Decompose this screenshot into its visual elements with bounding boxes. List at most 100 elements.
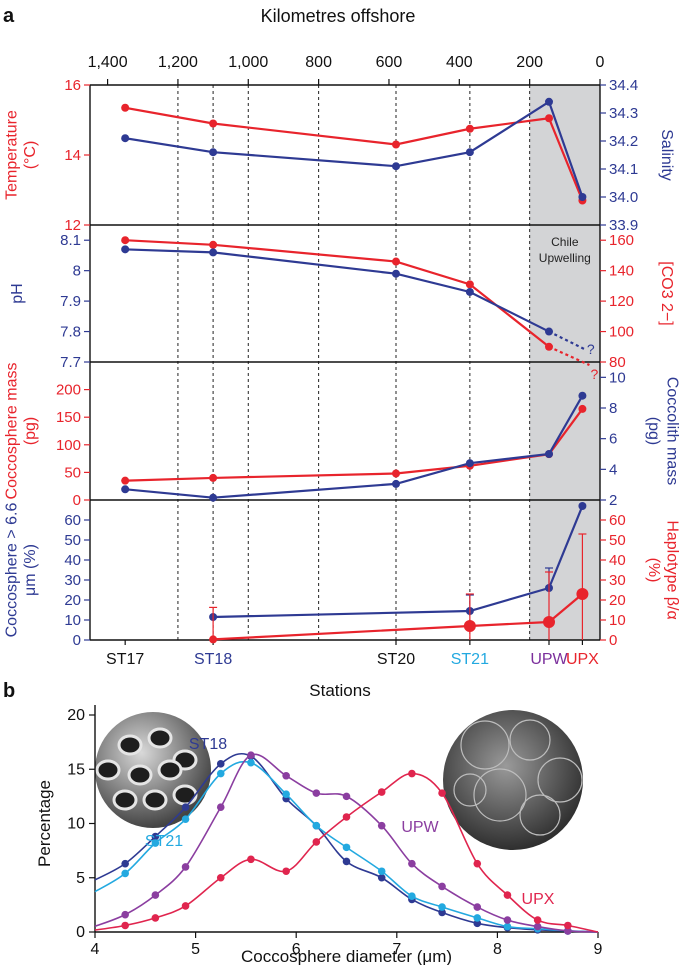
axis-title-line: Coccosphere mass: [3, 363, 20, 500]
data-point: [408, 892, 416, 900]
panel-a-label: a: [3, 5, 15, 27]
x-axis-title: Coccosphere diameter (μm): [241, 947, 452, 965]
coccosphere-sphere: [443, 710, 583, 850]
right-tick-label: 8: [609, 400, 617, 417]
station-label: ST17: [106, 651, 144, 668]
data-point: [545, 97, 553, 106]
coccolith-pore: [147, 727, 173, 749]
axis-title-line: (pg): [22, 417, 39, 445]
series-line: [125, 408, 584, 482]
data-point: [503, 891, 512, 899]
data-point: [533, 922, 542, 931]
data-point: [543, 616, 555, 628]
unknown-marker: ?: [587, 341, 595, 357]
axis-title-line: Coccosphere > 6.6: [3, 503, 20, 638]
right-tick-label: 100: [609, 324, 634, 341]
data-point: [121, 476, 130, 485]
data-point: [209, 473, 218, 482]
axis-title-line: Haplotype β/α: [664, 520, 681, 619]
right-axis-title: Haplotype β/α(%): [645, 520, 680, 619]
series-line: [213, 505, 584, 619]
y-tick-label: 0: [76, 924, 85, 941]
station-label: ST21: [451, 651, 489, 668]
data-point: [545, 342, 553, 351]
left-tick-label: 100: [56, 437, 81, 454]
series-label: ST18: [189, 736, 227, 753]
data-point: [151, 832, 160, 841]
data-point: [564, 921, 572, 930]
upwelling-label: Chile: [551, 235, 579, 249]
data-point: [342, 843, 351, 852]
data-point: [209, 635, 218, 644]
data-point: [503, 922, 512, 931]
right-tick-label: 6: [609, 431, 617, 448]
data-point: [312, 838, 321, 846]
data-point: [216, 803, 225, 812]
right-tick-label: 30: [609, 572, 626, 589]
y-tick-label: 20: [67, 707, 85, 724]
panel-b: 0 5 10 15 20 4 5 6 7 8 9 Coccosphere diameter (μm) P…: [35, 705, 603, 965]
x-tick-label: 4: [91, 941, 100, 958]
data-point: [438, 903, 446, 911]
data-point: [216, 760, 225, 768]
left-tick-label: 50: [64, 532, 81, 549]
x-tick-label: 9: [594, 941, 603, 958]
data-point: [377, 821, 386, 830]
data-point: [533, 916, 542, 924]
axis-title-line: Temperature: [3, 110, 20, 200]
series-line: [124, 106, 584, 201]
y-tick-label: 10: [67, 816, 85, 833]
data-point: [473, 903, 482, 911]
series-label: UPX: [522, 891, 555, 908]
data-point: [377, 873, 386, 882]
left-tick-label: 8: [73, 263, 81, 280]
data-point: [151, 839, 160, 847]
data-point: [576, 588, 589, 600]
right-axis-title: Coccolith mass(pg): [645, 377, 680, 485]
coccolith-plate: [453, 773, 487, 807]
series-line: [125, 248, 550, 333]
left-tick-label: 7.8: [60, 324, 81, 341]
right-tick-label: 34.3: [609, 105, 638, 122]
right-axis-title: [CO3 2−]: [658, 261, 675, 325]
right-tick-label: 33.9: [609, 217, 638, 234]
station-label: UPX: [566, 651, 599, 668]
data-point: [209, 148, 218, 157]
data-point: [392, 469, 400, 478]
right-tick-label: 10: [609, 612, 626, 629]
coccolith-plate: [473, 768, 527, 822]
data-point: [209, 493, 218, 502]
data-point: [209, 240, 218, 249]
km-tick-label: 1,000: [228, 54, 268, 71]
coccolith-pore: [172, 784, 198, 806]
data-point: [151, 891, 160, 899]
km-tick-label: 1,400: [88, 54, 128, 71]
coccosphere-image-left: [95, 712, 211, 828]
data-point: [392, 162, 400, 171]
data-point: [209, 119, 218, 128]
coccolith-pore: [157, 759, 183, 781]
left-tick-label: 60: [64, 512, 81, 529]
km-tick-label: 1,200: [158, 54, 198, 71]
right-tick-label: 140: [609, 263, 634, 280]
coccolith-pore: [142, 789, 168, 811]
data-point: [545, 114, 553, 123]
data-point: [465, 287, 474, 296]
data-point: [342, 857, 351, 866]
left-tick-label: 16: [64, 77, 81, 94]
panel-b-label: b: [3, 680, 15, 702]
data-point: [216, 873, 225, 882]
data-point: [438, 789, 446, 797]
station-label: ST20: [377, 651, 415, 668]
data-point: [392, 257, 400, 266]
km-tick-label: 200: [516, 54, 543, 71]
data-point: [465, 280, 474, 289]
data-point: [247, 758, 255, 767]
axis-title-line: (pg): [645, 417, 662, 445]
left-tick-label: 0: [73, 632, 81, 649]
data-point: [564, 927, 572, 935]
data-point: [312, 821, 321, 830]
series-label: UPW: [401, 819, 439, 836]
